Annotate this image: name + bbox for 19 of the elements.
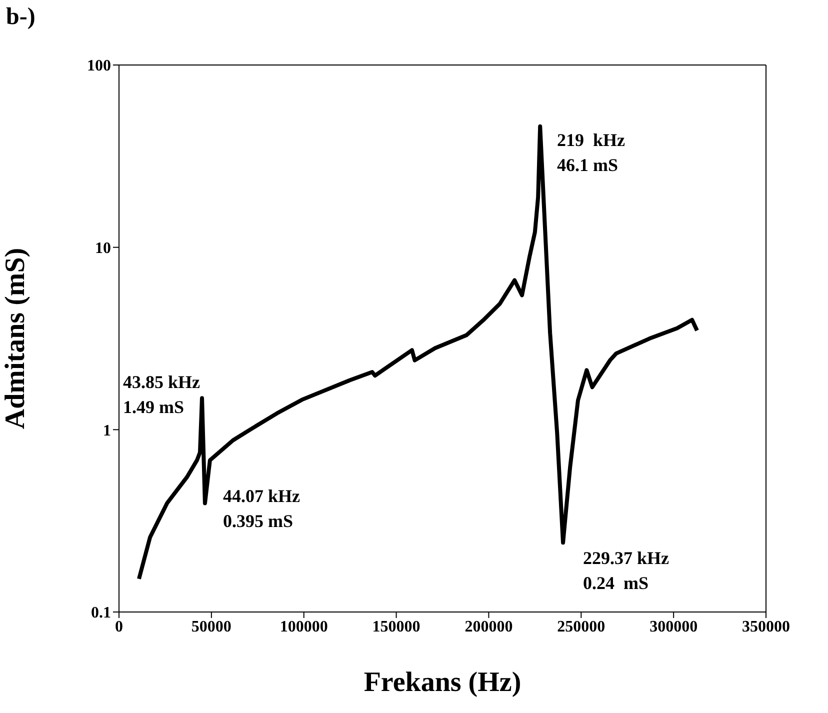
- y-tick-label: 1: [103, 422, 111, 440]
- x-axis-title: Frekans (Hz): [364, 667, 522, 698]
- x-tick-label: 250000: [557, 618, 606, 636]
- y-tick-label: 10: [95, 240, 111, 258]
- annotation: 43.85 kHz 1.49 mS: [123, 371, 200, 419]
- y-tick-label: 0.1: [91, 604, 111, 622]
- x-tick-label: 200000: [464, 618, 513, 636]
- x-tick-label: 300000: [650, 618, 698, 636]
- chart-title: b-): [6, 4, 36, 31]
- x-tick-label: 150000: [372, 618, 420, 636]
- y-axis-title: Admitans (mS): [0, 248, 31, 430]
- annotation: 44.07 kHz 0.395 mS: [223, 485, 300, 533]
- annotation: 229.37 kHz 0.24 mS: [583, 547, 670, 595]
- x-tick-label: 100000: [280, 618, 328, 636]
- x-tick-label: 350000: [742, 618, 790, 636]
- y-tick-label: 100: [87, 58, 111, 75]
- annotation: 219 kHz 46.1 mS: [557, 129, 626, 177]
- x-tick-label: 50000: [191, 618, 232, 636]
- x-tick-label: 0: [115, 618, 123, 636]
